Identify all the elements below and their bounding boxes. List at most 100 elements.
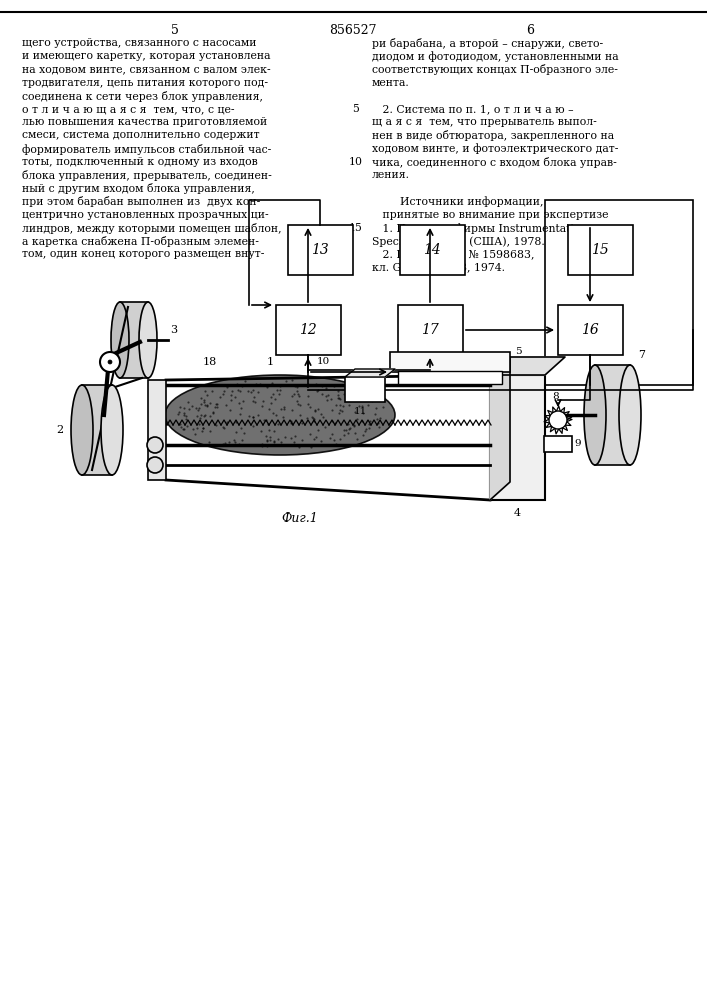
Point bbox=[230, 414, 242, 430]
Point bbox=[247, 382, 259, 398]
Point bbox=[327, 413, 338, 429]
Point bbox=[373, 419, 385, 435]
Text: блока управления, прерыватель, соединен-: блока управления, прерыватель, соединен- bbox=[22, 170, 271, 181]
Ellipse shape bbox=[101, 385, 123, 475]
Point bbox=[261, 379, 272, 395]
Point bbox=[177, 421, 189, 437]
Text: 4: 4 bbox=[514, 508, 521, 518]
Point bbox=[238, 393, 249, 409]
Point bbox=[332, 390, 344, 406]
Point bbox=[252, 407, 263, 423]
Point bbox=[233, 382, 244, 398]
Point bbox=[364, 413, 375, 429]
Point bbox=[244, 408, 255, 424]
Point bbox=[333, 405, 344, 421]
Point bbox=[334, 391, 345, 407]
Text: щего устройства, связанного с насосами: щего устройства, связанного с насосами bbox=[22, 38, 257, 48]
Point bbox=[373, 415, 384, 431]
Point bbox=[209, 399, 221, 415]
Point bbox=[351, 431, 363, 447]
Point bbox=[310, 429, 322, 445]
Point bbox=[338, 422, 349, 438]
Text: 2. Патент ФРГ № 1598683,: 2. Патент ФРГ № 1598683, bbox=[372, 249, 534, 259]
Point bbox=[302, 410, 313, 426]
Point bbox=[201, 397, 213, 413]
Point bbox=[331, 397, 342, 413]
Point bbox=[356, 398, 368, 414]
Bar bbox=[545, 200, 693, 385]
Point bbox=[278, 409, 289, 425]
Bar bbox=[399, 225, 464, 275]
Bar bbox=[490, 375, 545, 500]
Text: 17: 17 bbox=[421, 323, 439, 337]
Text: и имеющего каретку, которая установлена: и имеющего каретку, которая установлена bbox=[22, 51, 271, 61]
Text: соединена к сети через блок управления,: соединена к сети через блок управления, bbox=[22, 91, 263, 102]
Text: смеси, система дополнительно содержит: смеси, система дополнительно содержит bbox=[22, 130, 259, 140]
Text: 14: 14 bbox=[423, 243, 441, 257]
Point bbox=[174, 399, 185, 415]
Point bbox=[349, 417, 360, 433]
Point bbox=[239, 425, 250, 441]
Point bbox=[179, 405, 190, 421]
Point bbox=[302, 376, 313, 392]
Point bbox=[309, 402, 320, 418]
Point bbox=[182, 394, 194, 410]
Text: 9: 9 bbox=[574, 440, 580, 448]
Point bbox=[257, 398, 268, 414]
Bar bbox=[82, 385, 112, 475]
Point bbox=[326, 391, 337, 407]
Point bbox=[203, 434, 214, 450]
Point bbox=[210, 396, 221, 412]
Bar bbox=[398, 371, 502, 384]
Point bbox=[316, 378, 327, 394]
Point bbox=[225, 387, 236, 403]
Point bbox=[303, 388, 314, 404]
Text: принятые во внимание при экспертизе: принятые во внимание при экспертизе bbox=[372, 210, 609, 220]
Text: центрично установленных прозрачных ци-: центрично установленных прозрачных ци- bbox=[22, 210, 269, 220]
Point bbox=[174, 416, 185, 432]
Point bbox=[342, 416, 354, 432]
Point bbox=[236, 378, 247, 394]
Text: ления.: ления. bbox=[372, 170, 410, 180]
Point bbox=[297, 432, 308, 448]
Point bbox=[265, 395, 276, 411]
Point bbox=[195, 407, 206, 423]
Point bbox=[315, 433, 327, 449]
Point bbox=[223, 434, 235, 450]
Point bbox=[243, 383, 254, 399]
Polygon shape bbox=[490, 357, 510, 500]
Point bbox=[199, 383, 211, 399]
Point bbox=[219, 435, 230, 451]
Point bbox=[272, 431, 284, 447]
Point bbox=[253, 384, 264, 400]
Point bbox=[286, 430, 297, 446]
Text: 5: 5 bbox=[353, 104, 359, 114]
Point bbox=[211, 417, 222, 433]
Point bbox=[306, 439, 317, 455]
Point bbox=[226, 383, 238, 399]
Point bbox=[233, 436, 245, 452]
Point bbox=[262, 433, 273, 449]
Text: 3: 3 bbox=[170, 325, 177, 335]
Text: 10: 10 bbox=[349, 157, 363, 167]
Point bbox=[190, 400, 201, 416]
Point bbox=[350, 404, 361, 420]
Point bbox=[293, 439, 305, 455]
Text: щ а я с я  тем, что прерыватель выпол-: щ а я с я тем, что прерыватель выпол- bbox=[372, 117, 597, 127]
Point bbox=[188, 421, 199, 437]
Point bbox=[247, 393, 259, 409]
Text: 13: 13 bbox=[311, 243, 329, 257]
Point bbox=[255, 423, 267, 439]
Point bbox=[218, 420, 230, 436]
Point bbox=[245, 384, 257, 400]
Point bbox=[212, 396, 223, 412]
Point bbox=[317, 409, 329, 425]
Point bbox=[310, 377, 321, 393]
Point bbox=[201, 398, 213, 414]
Text: том, один конец которого размещен внут-: том, один конец которого размещен внут- bbox=[22, 249, 264, 259]
Point bbox=[206, 383, 217, 399]
Point bbox=[320, 419, 331, 435]
Point bbox=[329, 432, 340, 448]
Point bbox=[363, 397, 374, 413]
Text: линдров, между которыми помещен шаблон,: линдров, между которыми помещен шаблон, bbox=[22, 223, 281, 234]
